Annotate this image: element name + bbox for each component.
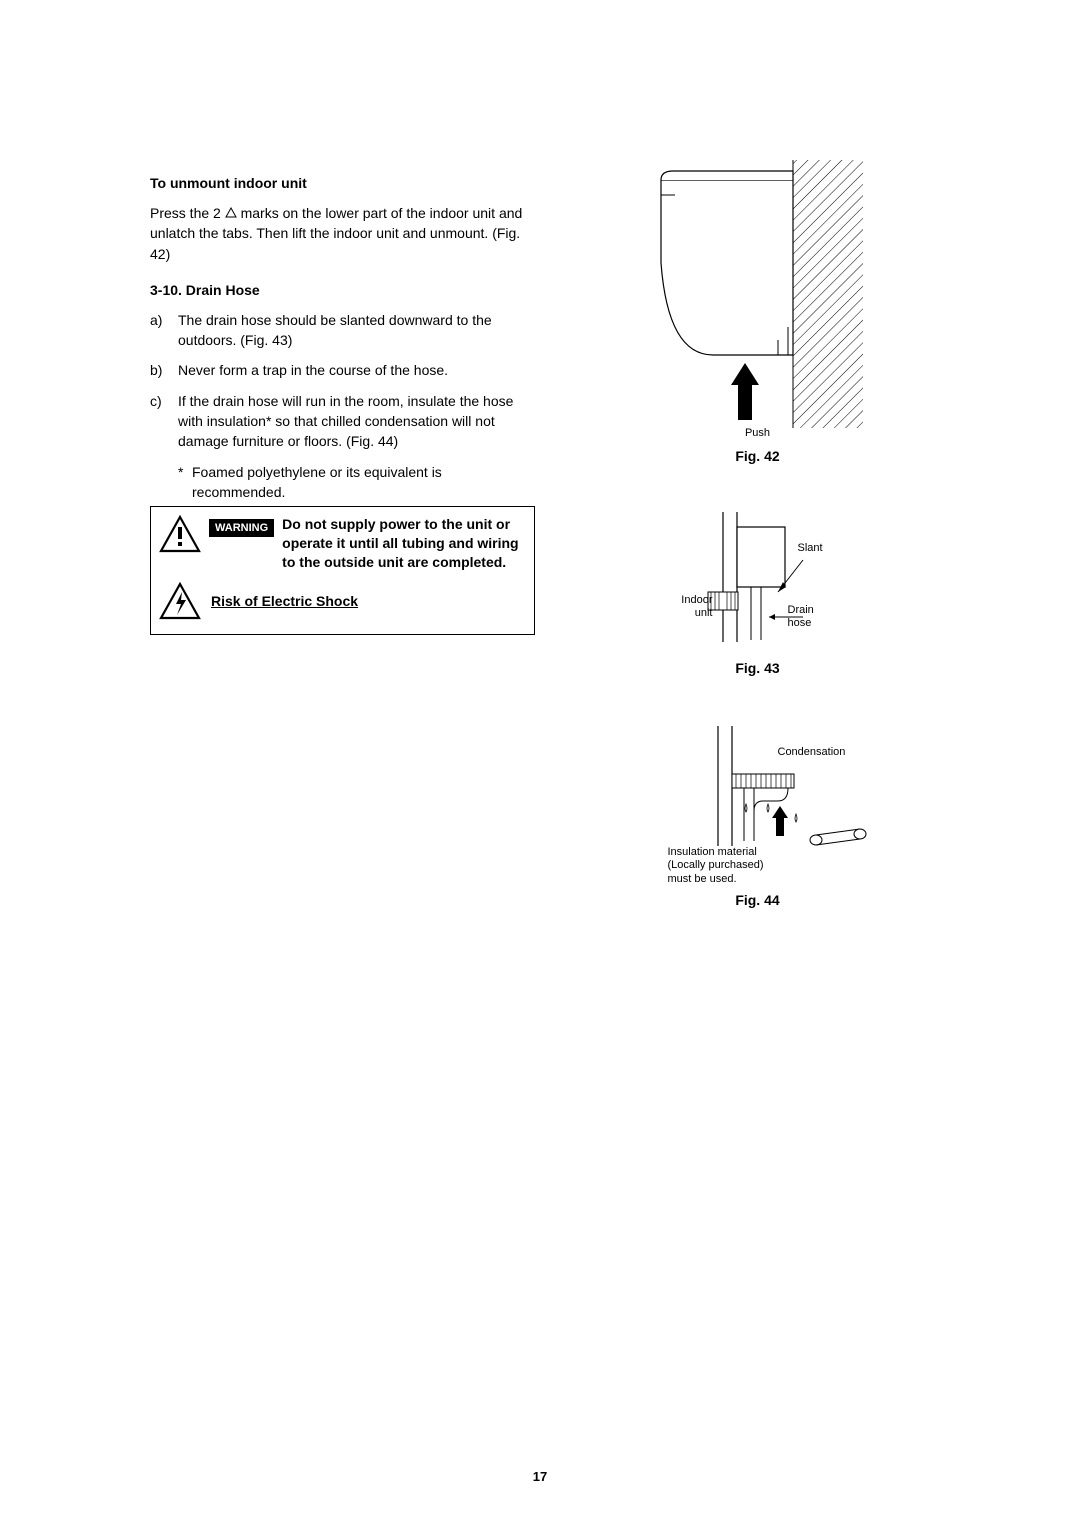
- fig44-cond-label: Condensation: [778, 746, 846, 759]
- fig44-insul-line2: (Locally purchased): [668, 859, 888, 872]
- fig44-insul-line3: must be used.: [668, 873, 888, 886]
- unmount-heading: To unmount indoor unit: [150, 175, 535, 191]
- fig42-diagram: [643, 155, 873, 435]
- shock-text: Risk of Electric Shock: [211, 593, 358, 609]
- figure-43: Slant Indoor unit Drain hose Fig. 43: [585, 512, 930, 676]
- list-marker: b): [150, 360, 178, 380]
- page-number: 17: [0, 1469, 1080, 1484]
- figure-44: Condensation Insulation material (Locall…: [585, 726, 930, 908]
- warning-row: WARNING Do not supply power to the unit …: [159, 515, 524, 572]
- fig44-caption: Fig. 44: [735, 892, 779, 908]
- warning-box: WARNING Do not supply power to the unit …: [150, 506, 535, 635]
- figure-42: Push Fig. 42: [585, 155, 930, 464]
- drain-hose-list: a) The drain hose should be slanted down…: [150, 310, 535, 452]
- list-body: If the drain hose will run in the room, …: [178, 391, 535, 452]
- shock-triangle-icon: [159, 582, 201, 620]
- page: To unmount indoor unit Press the 2 marks…: [0, 0, 1080, 1528]
- list-marker: a): [150, 310, 178, 351]
- shock-row: Risk of Electric Shock: [159, 582, 524, 620]
- drain-hose-heading: 3-10. Drain Hose: [150, 282, 535, 298]
- fig43-caption: Fig. 43: [735, 660, 779, 676]
- unmount-paragraph: Press the 2 marks on the lower part of t…: [150, 203, 535, 264]
- list-body: Never form a trap in the course of the h…: [178, 360, 535, 380]
- fig44-insul-line1: Insulation material: [668, 846, 888, 859]
- warning-text: Do not supply power to the unit or opera…: [282, 515, 524, 572]
- fig43-diagram: [643, 512, 873, 652]
- fig43-slant-label: Slant: [798, 542, 823, 555]
- right-column: Push Fig. 42: [585, 175, 930, 908]
- fig43-drain-label: Drain hose: [788, 604, 838, 630]
- warning-triangle-icon: [159, 515, 201, 553]
- fig43-indoor-label: Indoor unit: [668, 594, 713, 620]
- left-column: To unmount indoor unit Press the 2 marks…: [150, 175, 535, 908]
- list-body: The drain hose should be slanted downwar…: [178, 310, 535, 351]
- footnote-text: Foamed polyethylene or its equivalent is…: [192, 462, 535, 503]
- footnote: * Foamed polyethylene or its equivalent …: [178, 462, 535, 503]
- footnote-marker: *: [178, 462, 192, 503]
- content-columns: To unmount indoor unit Press the 2 marks…: [150, 175, 930, 908]
- triangle-mark-icon: [225, 207, 237, 218]
- fig42-caption: Fig. 42: [735, 448, 779, 464]
- para-text-a: Press the 2: [150, 205, 225, 221]
- warning-badge: WARNING: [209, 519, 274, 537]
- list-item: c) If the drain hose will run in the roo…: [150, 391, 535, 452]
- list-item: a) The drain hose should be slanted down…: [150, 310, 535, 351]
- list-marker: c): [150, 391, 178, 452]
- list-item: b) Never form a trap in the course of th…: [150, 360, 535, 380]
- fig42-push-label: Push: [745, 427, 770, 440]
